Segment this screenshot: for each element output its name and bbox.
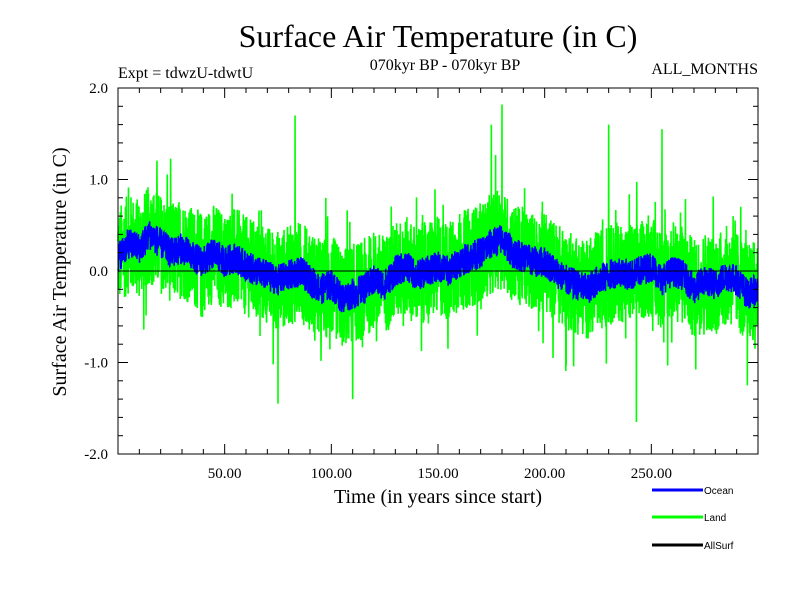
months-label: ALL_MONTHS — [651, 61, 758, 78]
chart-title: Surface Air Temperature (in C) — [239, 18, 638, 54]
series-layer — [117, 104, 759, 422]
y-tick-label: -1.0 — [84, 356, 108, 372]
expt-label: Expt = tdwzU-tdwtU — [118, 65, 254, 82]
legend-label-allsurf: AllSurf — [704, 541, 734, 552]
x-tick-label: 150.00 — [417, 466, 458, 482]
y-tick-label: -2.0 — [84, 447, 108, 463]
axes-layer: 50.00 100.00 150.00 200.00 250.00 -2.0 -1.0 0.0… — [84, 81, 759, 482]
x-tick-label: 100.00 — [311, 466, 352, 482]
x-axis-title: Time (in years since start) — [334, 486, 542, 508]
period-label: 070kyr BP - 070kyr BP — [370, 57, 521, 74]
legend-label-land: Land — [704, 513, 726, 524]
y-axis-title: Surface Air Temperature (in C) — [49, 147, 71, 396]
y-tick-label: 0.0 — [89, 264, 108, 280]
x-tick-label: 50.00 — [208, 466, 242, 482]
x-tick-label: 250.00 — [631, 466, 672, 482]
x-tick-label: 200.00 — [524, 466, 565, 482]
y-tick-label: 2.0 — [89, 81, 108, 97]
legend-label-ocean: Ocean — [704, 486, 733, 497]
y-tick-label: 1.0 — [89, 173, 108, 189]
legend-layer: Ocean Land AllSurf — [652, 486, 734, 552]
series-line-ocean — [117, 221, 759, 313]
